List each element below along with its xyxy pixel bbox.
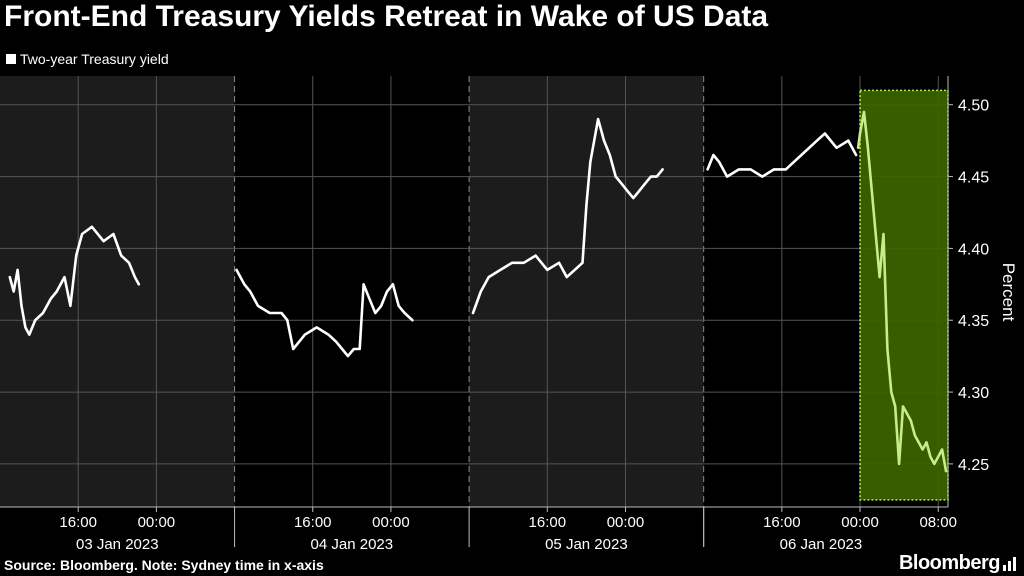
y-tick-label: 4.40 — [958, 241, 989, 258]
series-line-segment — [706, 132, 858, 178]
x-date-label: 03 Jan 2023 — [76, 536, 159, 553]
source-note: Source: Bloomberg. Note: Sydney time in … — [4, 557, 324, 573]
y-tick-label: 4.35 — [958, 313, 989, 330]
series-lines — [8, 110, 948, 473]
series-line-segment — [856, 110, 948, 473]
gridlines — [0, 76, 948, 507]
bloomberg-logo: Bloomberg — [899, 552, 1016, 575]
x-tick-label: 16:00 — [763, 514, 801, 531]
x-axis: 16:00 00:00 16:00 00:00 16:00 00:00 16:00 00:00… — [0, 506, 957, 553]
legend-swatch — [6, 54, 16, 64]
y-tick-label: 4.30 — [958, 385, 989, 402]
y-axis-label: Percent — [999, 263, 1018, 322]
x-tick-label: 16:00 — [529, 514, 567, 531]
x-tick-label: 16:00 — [59, 514, 97, 531]
y-tick-label: 4.50 — [958, 98, 989, 115]
x-tick-label: 16:00 — [294, 514, 332, 531]
series-line-segment — [8, 225, 141, 336]
series-line-segment — [471, 117, 664, 315]
x-tick-label: 00:00 — [372, 514, 410, 531]
bar-chart-icon — [1003, 556, 1016, 571]
x-date-label: 06 Jan 2023 — [780, 536, 863, 553]
x-tick-label: 00:00 — [841, 514, 879, 531]
x-tick-label: 00:00 — [138, 514, 176, 531]
x-date-label: 05 Jan 2023 — [545, 536, 628, 553]
x-tick-label: 00:00 — [607, 514, 645, 531]
brand-name: Bloomberg — [898, 552, 1001, 574]
session-bands — [0, 76, 704, 507]
session-band — [469, 76, 704, 507]
x-tick-label: 08:00 — [919, 514, 957, 531]
y-tick-label: 4.25 — [958, 457, 989, 474]
legend-label: Two-year Treasury yield — [20, 51, 169, 67]
highlight-region — [859, 89, 949, 501]
y-tick-label: 4.45 — [958, 170, 989, 187]
highlight-box — [859, 89, 949, 501]
x-date-label: 04 Jan 2023 — [311, 536, 394, 553]
legend: Two-year Treasury yield — [6, 51, 169, 67]
y-axis: 4.25 4.30 4.35 4.40 4.45 4.50 — [947, 76, 989, 507]
series-line-segment — [235, 268, 414, 358]
chart-title: Front-End Treasury Yields Retreat in Wak… — [4, 0, 769, 33]
session-band — [0, 76, 235, 507]
